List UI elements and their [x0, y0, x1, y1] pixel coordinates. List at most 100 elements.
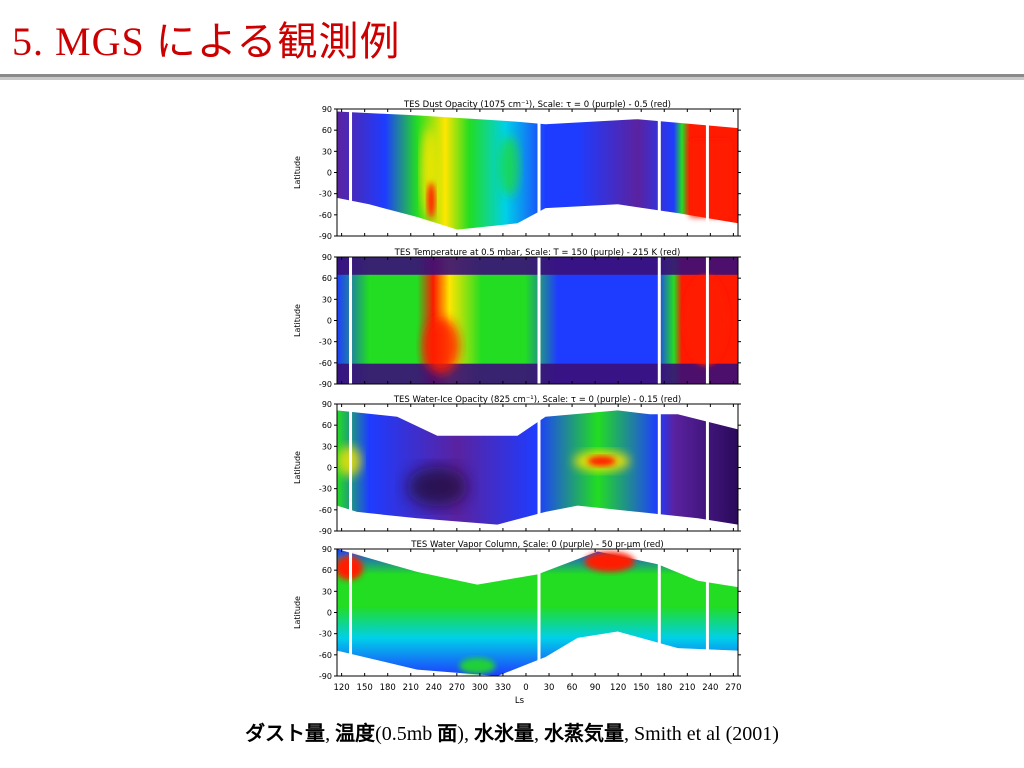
x-tick-label: 150 [633, 683, 649, 693]
caption-segment: ), [457, 723, 474, 745]
y-tick-label: -60 [319, 506, 332, 515]
south-vapor-patch [459, 657, 496, 674]
y-tick-label: 30 [322, 147, 332, 156]
y-tick-label: -90 [319, 527, 332, 536]
y-tick-label: -90 [319, 672, 332, 681]
y-tick-label: -90 [319, 232, 332, 241]
temp-hot-spot-a [423, 317, 460, 374]
panel-title: TES Water-Ice Opacity (825 cm⁻¹), Scale:… [393, 395, 681, 405]
y-tick-label: 60 [322, 274, 332, 283]
y-tick-label: -30 [319, 190, 332, 199]
y-tick-label: -30 [319, 630, 332, 639]
y-tick-label: 60 [322, 126, 332, 135]
y-tick-label: 60 [322, 566, 332, 575]
aphelion-cloud-core [587, 456, 616, 467]
data-gap [349, 109, 353, 236]
panel-water-ice-opacity: TES Water-Ice Opacity (825 cm⁻¹), Scale:… [293, 395, 741, 536]
panel-title: TES Water Vapor Column, Scale: 0 (purple… [410, 540, 663, 550]
y-tick-label: 90 [322, 253, 332, 262]
y-tick-label: -30 [319, 485, 332, 494]
y-axis-label: Latitude [293, 156, 302, 189]
y-tick-label: 90 [322, 545, 332, 554]
dust-green-patch [499, 136, 520, 197]
y-axis-label: Latitude [293, 596, 302, 629]
panel-data [337, 549, 738, 676]
x-tick-label: 60 [567, 683, 578, 693]
y-tick-label: 0 [327, 464, 332, 473]
data-gap [537, 109, 541, 236]
y-tick-label: -60 [319, 359, 332, 368]
caption-segment: , Smith et al (2001) [623, 723, 779, 745]
x-tick-label: 270 [449, 683, 465, 693]
global-dust-storm [689, 140, 730, 217]
y-tick-label: 0 [327, 317, 332, 326]
data-gap [657, 549, 661, 676]
y-tick-label: -60 [319, 211, 332, 220]
x-tick-label: 0 [523, 683, 528, 693]
caption-segment: ダスト量 [245, 721, 326, 745]
x-axis-label: Ls [515, 696, 525, 706]
caption-segment: , [533, 723, 544, 745]
data-gap [657, 257, 661, 384]
caption-segment: 水蒸気量 [543, 721, 624, 745]
dust-storm-red [427, 182, 436, 219]
data-gap [537, 404, 541, 531]
caption-segment: 温度 [335, 721, 376, 745]
data-gap [705, 109, 709, 236]
heatmap-panels-svg: TES Dust Opacity (1075 cm⁻¹), Scale: τ =… [293, 100, 742, 706]
y-tick-label: 90 [322, 105, 332, 114]
panel-water-vapor: TES Water Vapor Column, Scale: 0 (purple… [293, 540, 741, 681]
panel-data [337, 257, 738, 384]
y-tick-label: -90 [319, 380, 332, 389]
x-tick-label: 180 [656, 683, 672, 693]
x-tick-label: 210 [679, 683, 695, 693]
data-gap [349, 404, 353, 531]
caption-segment: 水氷量 [473, 721, 534, 745]
x-tick-label: 240 [702, 683, 718, 693]
y-axis-label: Latitude [293, 304, 302, 337]
y-tick-label: 30 [322, 295, 332, 304]
caption-segment: (0.5mb [375, 723, 438, 745]
y-tick-label: 0 [327, 609, 332, 618]
north-polar-vapor [584, 551, 635, 572]
y-tick-label: -30 [319, 338, 332, 347]
x-tick-label: 330 [495, 683, 511, 693]
data-gap [705, 549, 709, 676]
panel-title: TES Dust Opacity (1075 cm⁻¹), Scale: τ =… [403, 100, 671, 110]
panel-title: TES Temperature at 0.5 mbar, Scale: T = … [394, 248, 681, 258]
data-gap [537, 257, 541, 384]
x-tick-label: 90 [590, 683, 601, 693]
caption-segment: , [325, 723, 336, 745]
figure-caption: ダスト量, 温度(0.5mb 面), 水氷量, 水蒸気量, Smith et a… [0, 718, 1024, 749]
y-tick-label: 90 [322, 400, 332, 409]
title-underline [0, 74, 1024, 77]
title-underline-shadow [0, 77, 1024, 80]
data-gap [657, 404, 661, 531]
ice-clear-region [407, 466, 468, 507]
panel-data [337, 404, 738, 531]
data-gap [657, 109, 661, 236]
y-axis-label: Latitude [293, 451, 302, 484]
x-tick-label: 150 [357, 683, 373, 693]
y-tick-label: 30 [322, 587, 332, 596]
data-gap [349, 549, 353, 676]
data-gap [705, 404, 709, 531]
y-tick-label: -60 [319, 651, 332, 660]
panel-dust-opacity: TES Dust Opacity (1075 cm⁻¹), Scale: τ =… [293, 100, 741, 241]
slide-title: 5. MGS による観測例 [12, 19, 401, 64]
y-tick-label: 0 [327, 169, 332, 178]
y-tick-label: 30 [322, 442, 332, 451]
panel-data [337, 109, 738, 236]
x-tick-label: 270 [725, 683, 741, 693]
data-gap [705, 257, 709, 384]
x-tick-label: 240 [426, 683, 442, 693]
tes-heatmap-figure: TES Dust Opacity (1075 cm⁻¹), Scale: τ =… [275, 97, 750, 712]
x-tick-label: 120 [333, 683, 349, 693]
x-tick-label: 300 [472, 683, 488, 693]
data-gap [537, 549, 541, 676]
y-tick-label: 60 [322, 421, 332, 430]
data-gap [349, 257, 353, 384]
x-tick-label: 30 [544, 683, 555, 693]
x-tick-label: 120 [610, 683, 626, 693]
caption-segment: 面 [437, 721, 458, 745]
